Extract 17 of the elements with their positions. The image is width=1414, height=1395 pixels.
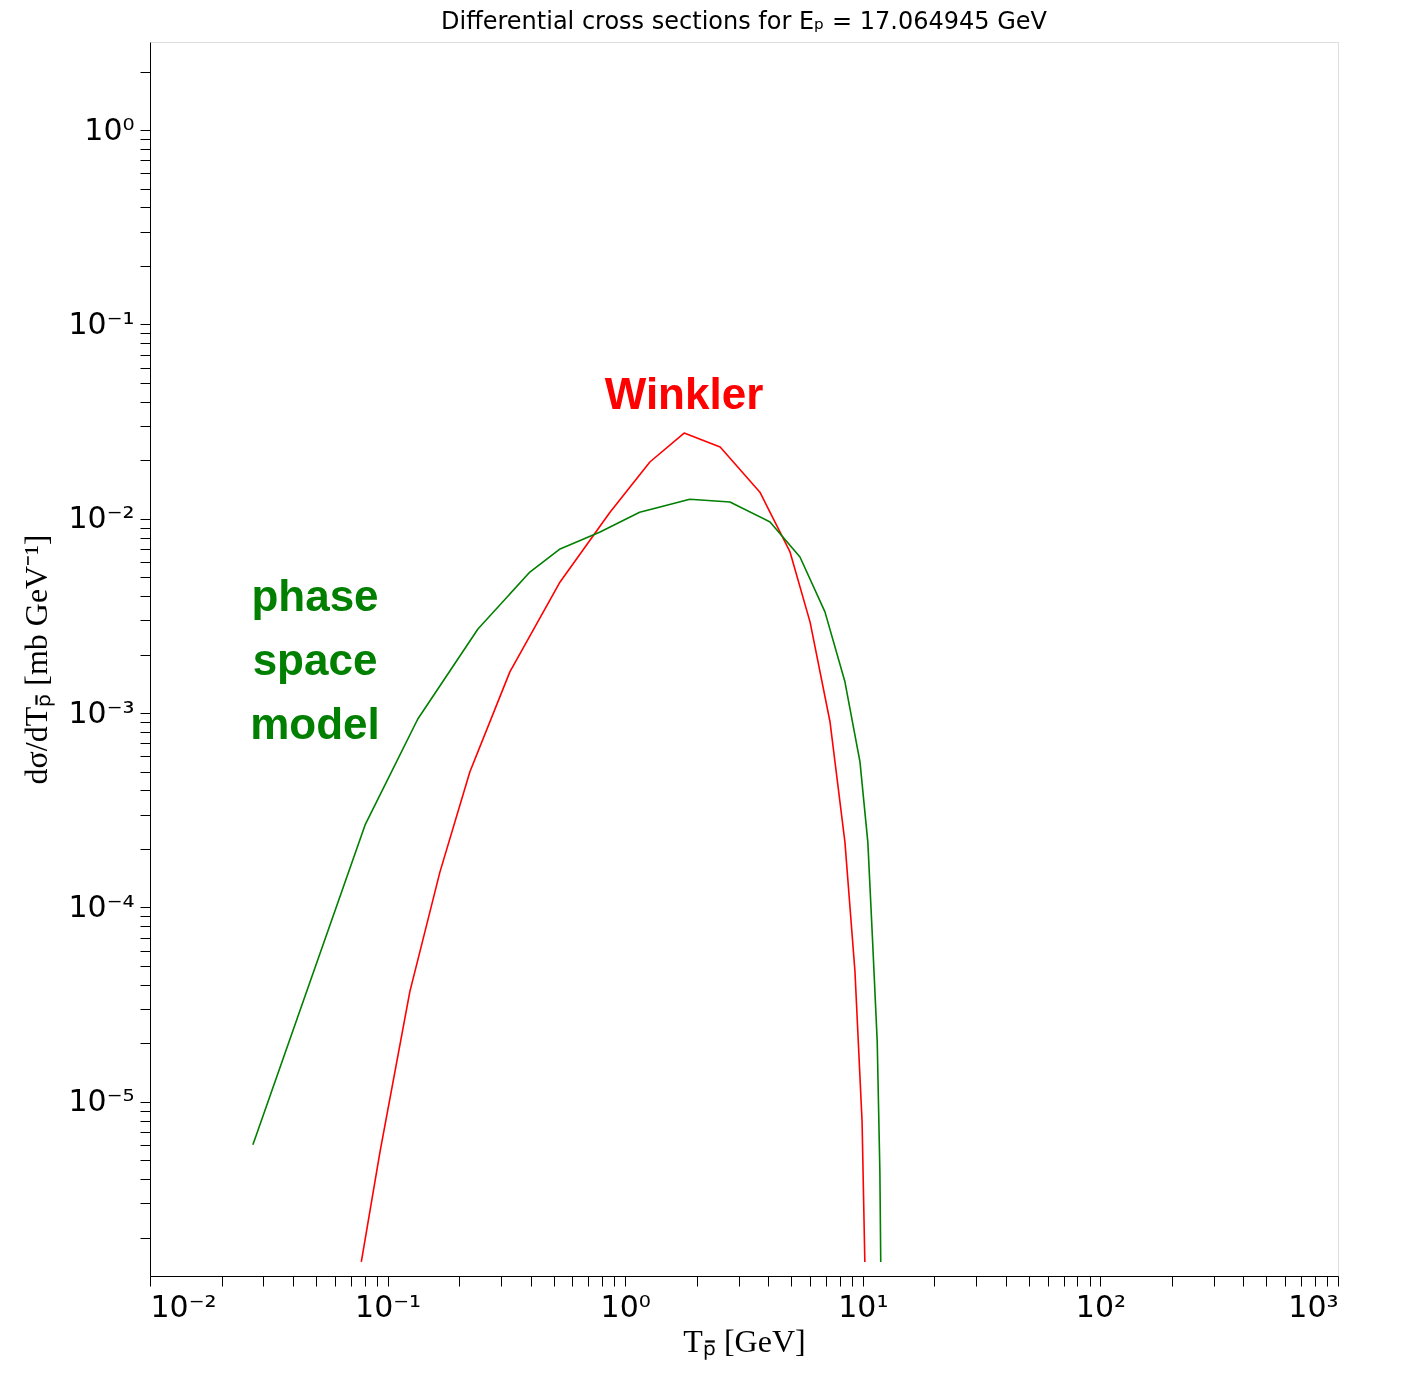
x-tick-label: 10⁰ xyxy=(600,1288,651,1324)
y-tick-label: 10⁻² xyxy=(68,500,135,536)
x-tick-label: 10⁻² xyxy=(150,1288,217,1324)
y-tick-label: 10⁰ xyxy=(84,111,135,147)
x-tick-label: 10¹ xyxy=(838,1288,889,1324)
annotation: phase space model xyxy=(250,571,380,748)
y-tick-label: 10⁻³ xyxy=(68,694,135,730)
x-tick-label: 10² xyxy=(1075,1288,1126,1324)
y-tick-label: 10⁻⁴ xyxy=(68,888,135,924)
annotation: Winkler xyxy=(604,369,764,418)
y-tick-label: 10⁻¹ xyxy=(68,305,135,341)
x-axis-title: Tₚ̄ [GeV] xyxy=(683,1322,806,1360)
x-tick-label: 10³ xyxy=(1288,1288,1339,1324)
y-tick-label: 10⁻⁵ xyxy=(68,1083,135,1119)
y-axis-title: dσ/dTₚ̄ [mb GeV⁻¹] xyxy=(18,534,56,785)
chart-title: Differential cross sections for Eₚ = 17.064945 GeV xyxy=(441,7,1048,35)
x-tick-label: 10⁻¹ xyxy=(355,1288,422,1324)
